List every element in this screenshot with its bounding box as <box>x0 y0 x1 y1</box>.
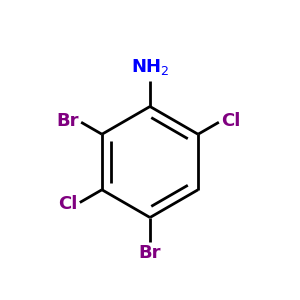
Text: Cl: Cl <box>58 195 77 213</box>
Text: Br: Br <box>56 112 79 130</box>
Text: Cl: Cl <box>221 112 241 130</box>
Text: Br: Br <box>139 244 161 262</box>
Text: NH$_2$: NH$_2$ <box>131 57 169 77</box>
